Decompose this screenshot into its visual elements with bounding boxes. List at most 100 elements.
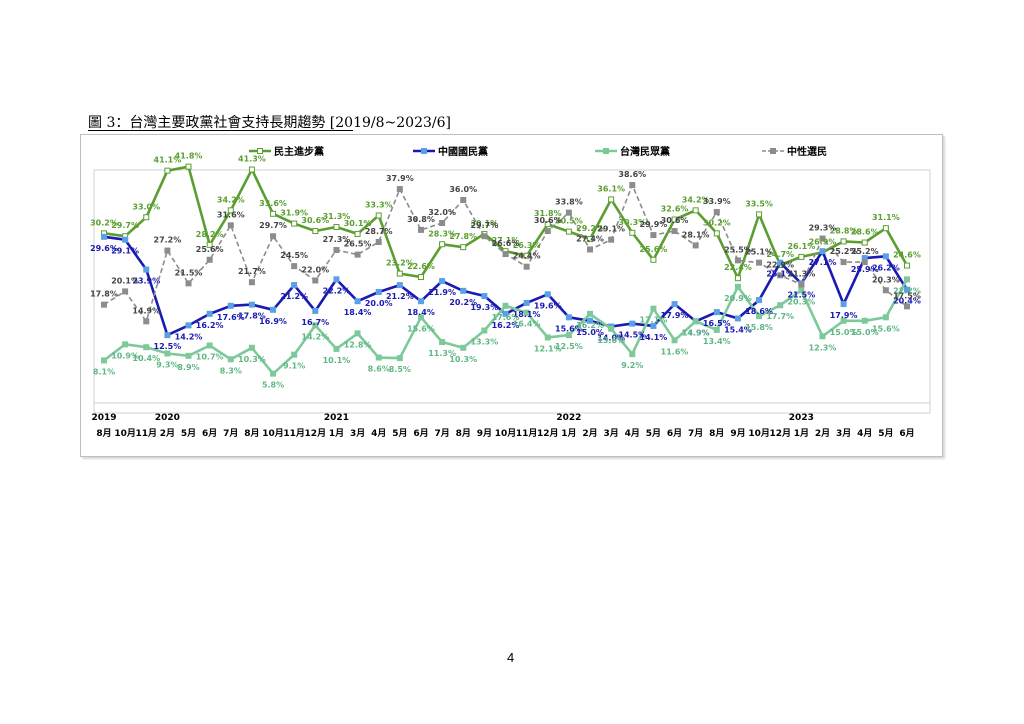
- data-label: 29.1%: [597, 225, 625, 234]
- data-label: 31.3%: [323, 212, 351, 221]
- x-axis-tick-label: 3月: [604, 428, 619, 439]
- data-label: 25.1%: [766, 270, 794, 279]
- x-axis-tick-label: 11月: [283, 428, 305, 439]
- data-point-marker: [861, 259, 868, 266]
- x-axis-tick-label: 5月: [878, 428, 893, 439]
- data-label: 36.1%: [597, 184, 625, 193]
- data-label: 30.6%: [301, 216, 329, 225]
- data-point-marker: [692, 242, 699, 249]
- data-point-marker: [312, 277, 319, 284]
- data-point-marker: [143, 266, 150, 273]
- data-point-marker: [460, 287, 467, 294]
- data-label: 14.5%: [618, 331, 646, 340]
- data-label: 10.4%: [132, 354, 160, 363]
- x-axis-tick-label: 2月: [160, 428, 175, 439]
- data-label: 20.3%: [872, 275, 900, 284]
- data-point-marker: [629, 229, 636, 236]
- data-label: 38.6%: [618, 170, 646, 179]
- data-point-marker: [840, 301, 847, 308]
- data-point-marker: [270, 233, 277, 240]
- data-point-marker: [143, 318, 150, 325]
- data-point-marker: [565, 209, 572, 216]
- data-point-marker: [143, 344, 150, 351]
- data-label: 29.6%: [90, 244, 118, 253]
- data-point-marker: [375, 289, 382, 295]
- data-label: 25.1%: [745, 248, 773, 257]
- data-point-marker: [671, 301, 678, 308]
- data-label: 33.6%: [259, 199, 287, 208]
- data-label: 27.3%: [323, 235, 351, 244]
- data-point-marker: [248, 344, 255, 351]
- data-point-marker: [608, 325, 615, 332]
- data-point-marker: [861, 239, 868, 246]
- data-point-marker: [756, 259, 763, 266]
- data-label: 12.8%: [344, 340, 372, 349]
- data-label: 8.5%: [389, 365, 411, 374]
- data-point-marker: [819, 235, 826, 242]
- legend-swatch-marker-2: [603, 148, 609, 154]
- data-label: 13.3%: [470, 338, 498, 347]
- data-label: 34.2%: [682, 195, 710, 204]
- data-point-marker: [185, 280, 192, 287]
- data-point-marker: [101, 301, 107, 308]
- data-point-marker: [291, 220, 298, 227]
- data-label: 18.4%: [407, 308, 435, 317]
- data-point-marker: [502, 302, 509, 309]
- x-axis-tick-label: 3月: [836, 428, 851, 439]
- data-point-marker: [565, 228, 572, 235]
- data-label: 27.4%: [576, 234, 604, 243]
- legend-label-2: 台灣民眾黨: [620, 145, 670, 158]
- data-label: 33.5%: [745, 199, 773, 208]
- data-point-marker: [481, 327, 488, 334]
- figure-caption: 圖 3：台灣主要政黨社會支持長期趨勢 [2019/8~2023/6]: [88, 115, 451, 131]
- data-label: 28.7%: [365, 227, 393, 236]
- data-point-marker: [734, 257, 741, 264]
- data-point-marker: [270, 370, 277, 377]
- data-label: 30.6%: [534, 216, 562, 225]
- data-point-marker: [333, 276, 340, 283]
- data-label: 30.8%: [407, 215, 435, 224]
- data-point-marker: [164, 350, 171, 357]
- data-label: 20.0%: [365, 299, 393, 308]
- data-label: 14.9%: [132, 306, 160, 315]
- data-label: 41.8%: [175, 152, 203, 161]
- data-label: 11.6%: [661, 347, 689, 356]
- data-point-marker: [882, 287, 889, 294]
- data-label: 14.9%: [682, 328, 710, 337]
- series-lines: [101, 163, 910, 377]
- legend-label-1: 中國國民黨: [438, 145, 488, 158]
- data-label: 17.9%: [661, 311, 689, 320]
- data-label: 15.8%: [745, 323, 773, 332]
- data-label: 28.8%: [830, 226, 858, 235]
- x-axis-tick-label: 7月: [434, 428, 449, 439]
- data-point-marker: [671, 216, 678, 223]
- data-label: 33.0%: [132, 202, 160, 211]
- data-label: 29.3%: [809, 224, 837, 233]
- data-point-marker: [819, 333, 826, 340]
- x-axis-tick-label: 1月: [561, 428, 576, 439]
- data-label: 21.2%: [280, 292, 308, 301]
- x-axis-tick-label: 10月: [748, 428, 770, 439]
- data-point-marker: [333, 345, 340, 352]
- data-point-marker: [417, 298, 424, 305]
- data-point-marker: [629, 182, 636, 189]
- data-point-marker: [587, 246, 594, 253]
- data-point-marker: [375, 354, 382, 361]
- data-point-marker: [692, 318, 699, 325]
- trend-line-chart: 民主進步黨 中國國民黨 台灣民眾黨 中性選民 30.2%29.7%33.0%41.1%…: [90, 145, 931, 439]
- data-label: 17.9%: [830, 311, 858, 320]
- data-label: 36.0%: [449, 185, 477, 194]
- data-point-marker: [417, 274, 424, 281]
- x-axis-tick-label: 6月: [899, 428, 914, 439]
- data-label: 17.7%: [766, 312, 794, 321]
- data-label: 26.1%: [787, 242, 815, 251]
- data-label: 26.9%: [809, 237, 837, 246]
- data-point-marker: [227, 356, 234, 363]
- data-label: 8.6%: [368, 365, 390, 374]
- data-label: 29.7%: [470, 221, 498, 230]
- data-label: 31.9%: [280, 209, 308, 218]
- data-label: 32.6%: [661, 205, 689, 214]
- legend-swatch-marker-3: [770, 148, 776, 154]
- data-point-marker: [439, 241, 446, 248]
